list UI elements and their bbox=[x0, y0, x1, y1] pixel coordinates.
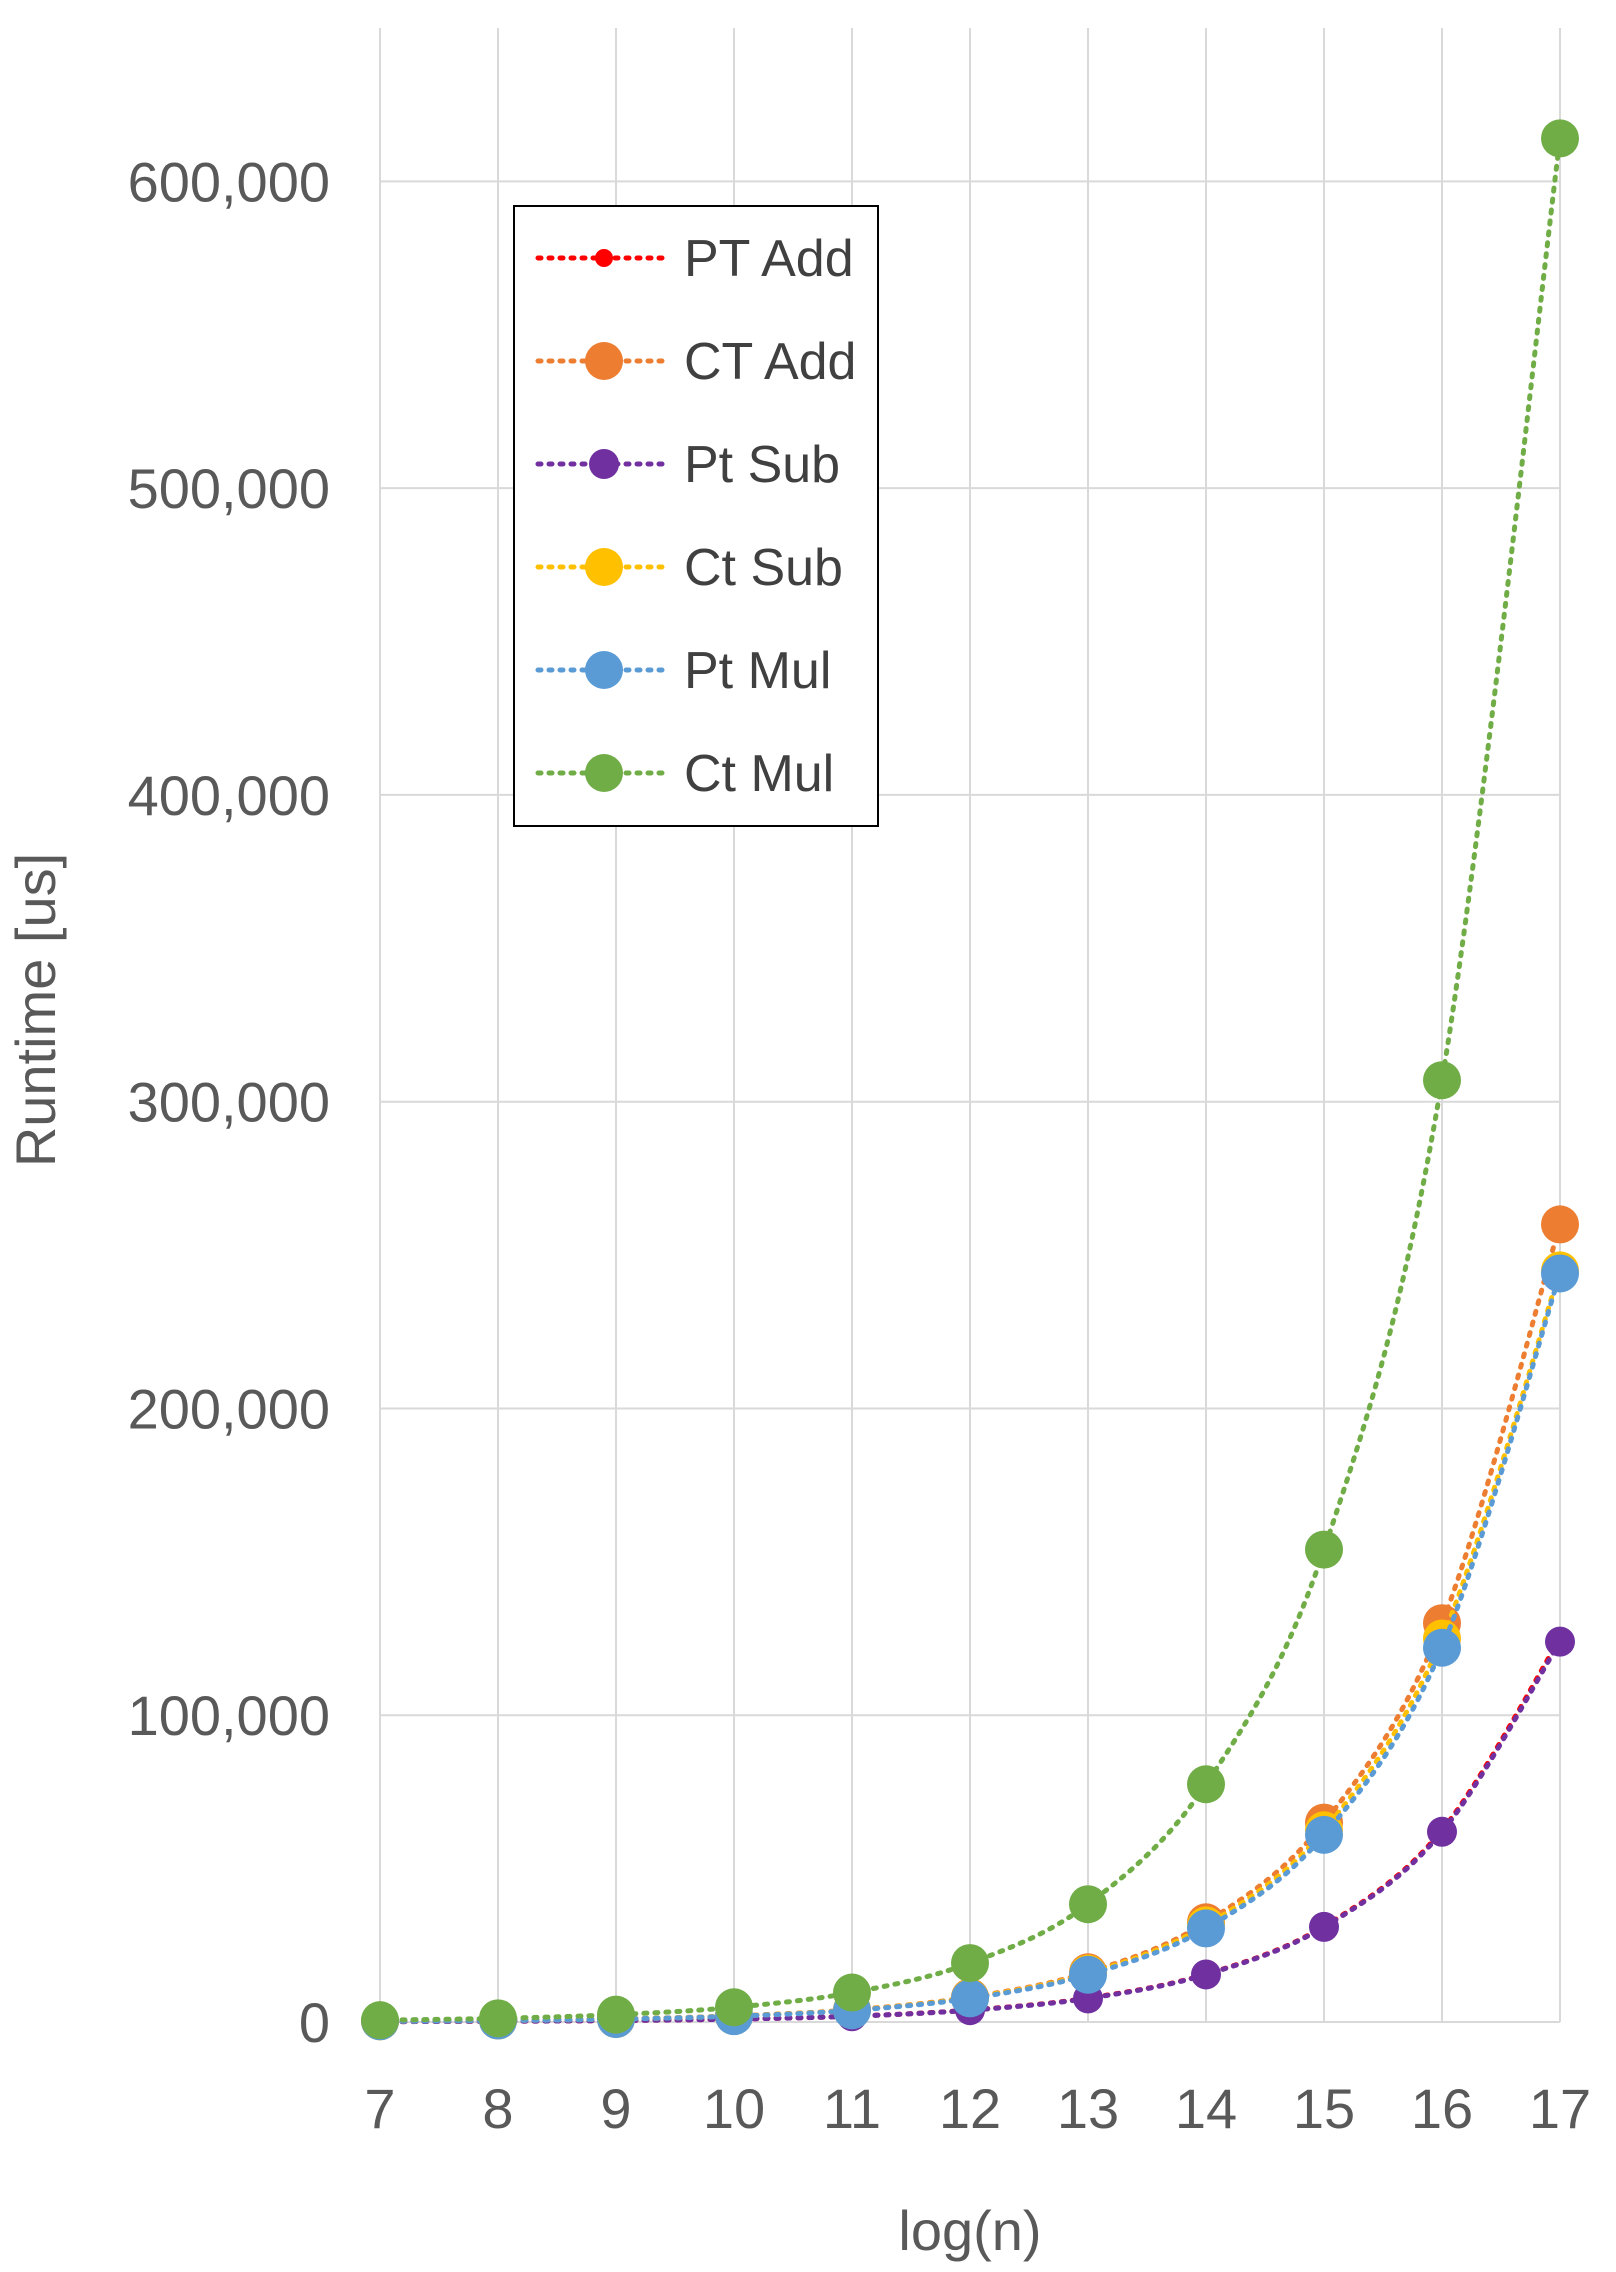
data-point bbox=[715, 1988, 753, 2027]
data-point bbox=[479, 1999, 517, 2038]
data-point bbox=[1187, 1765, 1225, 1804]
x-tick-labels: 7 8 9 10 11 12 13 14 15 16 17 bbox=[364, 2077, 1591, 2140]
data-point bbox=[1305, 1530, 1343, 1569]
data-point bbox=[833, 1973, 871, 2012]
data-point bbox=[1187, 1909, 1225, 1948]
legend-label: Pt Mul bbox=[684, 642, 831, 700]
data-point bbox=[1427, 1816, 1457, 1847]
y-tick-label: 100,000 bbox=[128, 1684, 330, 1747]
x-tick-label: 14 bbox=[1175, 2077, 1237, 2140]
series-ct-mul bbox=[361, 119, 1579, 2040]
y-tick-label: 0 bbox=[299, 1991, 330, 2054]
data-point bbox=[1191, 1959, 1221, 1990]
legend-label: PT Add bbox=[684, 230, 854, 288]
y-tick-labels: 0 100,000 200,000 300,000 400,000 500,000 600,… bbox=[128, 150, 330, 2054]
legend-marker bbox=[585, 754, 623, 792]
x-tick-label: 7 bbox=[364, 2077, 395, 2140]
legend-box bbox=[513, 205, 879, 827]
data-point bbox=[1541, 119, 1579, 158]
x-tick-label: 10 bbox=[703, 2077, 765, 2140]
x-tick-label: 17 bbox=[1529, 2077, 1591, 2140]
legend-marker bbox=[595, 249, 613, 267]
legend-marker bbox=[585, 342, 623, 380]
legend-label: CT Add bbox=[684, 333, 856, 391]
data-point bbox=[1423, 1628, 1461, 1667]
legend-marker bbox=[585, 651, 623, 689]
data-point bbox=[1309, 1911, 1339, 1942]
data-point bbox=[951, 1979, 989, 2018]
x-tick-label: 16 bbox=[1411, 2077, 1473, 2140]
legend-marker bbox=[585, 548, 623, 586]
y-tick-label: 400,000 bbox=[128, 764, 330, 827]
data-point bbox=[1541, 1254, 1579, 1293]
x-tick-label: 15 bbox=[1293, 2077, 1355, 2140]
data-point bbox=[1541, 1205, 1579, 1244]
series-line bbox=[377, 135, 1563, 2023]
data-point bbox=[1305, 1815, 1343, 1854]
series-layer bbox=[361, 119, 1579, 2041]
legend: PT Add CT Add Pt Sub Ct Sub Pt Mul Ct Mul bbox=[513, 205, 879, 827]
data-point bbox=[1423, 1061, 1461, 1100]
data-point bbox=[1069, 1885, 1107, 1924]
y-tick-label: 300,000 bbox=[128, 1071, 330, 1134]
y-tick-label: 600,000 bbox=[128, 150, 330, 213]
x-tick-label: 9 bbox=[600, 2077, 631, 2140]
legend-label: Ct Sub bbox=[684, 539, 843, 597]
x-tick-label: 13 bbox=[1057, 2077, 1119, 2140]
gridlines bbox=[379, 28, 1561, 2023]
y-axis-title: Runtime [us] bbox=[4, 853, 67, 1167]
data-point bbox=[1069, 1955, 1107, 1994]
legend-label: Pt Sub bbox=[684, 436, 840, 494]
x-tick-label: 8 bbox=[482, 2077, 513, 2140]
x-tick-label: 11 bbox=[823, 2077, 881, 2140]
data-point bbox=[361, 2001, 399, 2040]
x-axis-title: log(n) bbox=[898, 2199, 1041, 2262]
data-point bbox=[597, 1995, 635, 2034]
legend-marker bbox=[589, 449, 619, 479]
y-tick-label: 200,000 bbox=[128, 1377, 330, 1440]
legend-label: Ct Mul bbox=[684, 745, 834, 803]
x-tick-label: 12 bbox=[939, 2077, 1001, 2140]
y-tick-label: 500,000 bbox=[128, 457, 330, 520]
data-point bbox=[951, 1944, 989, 1983]
data-point bbox=[1545, 1626, 1575, 1657]
